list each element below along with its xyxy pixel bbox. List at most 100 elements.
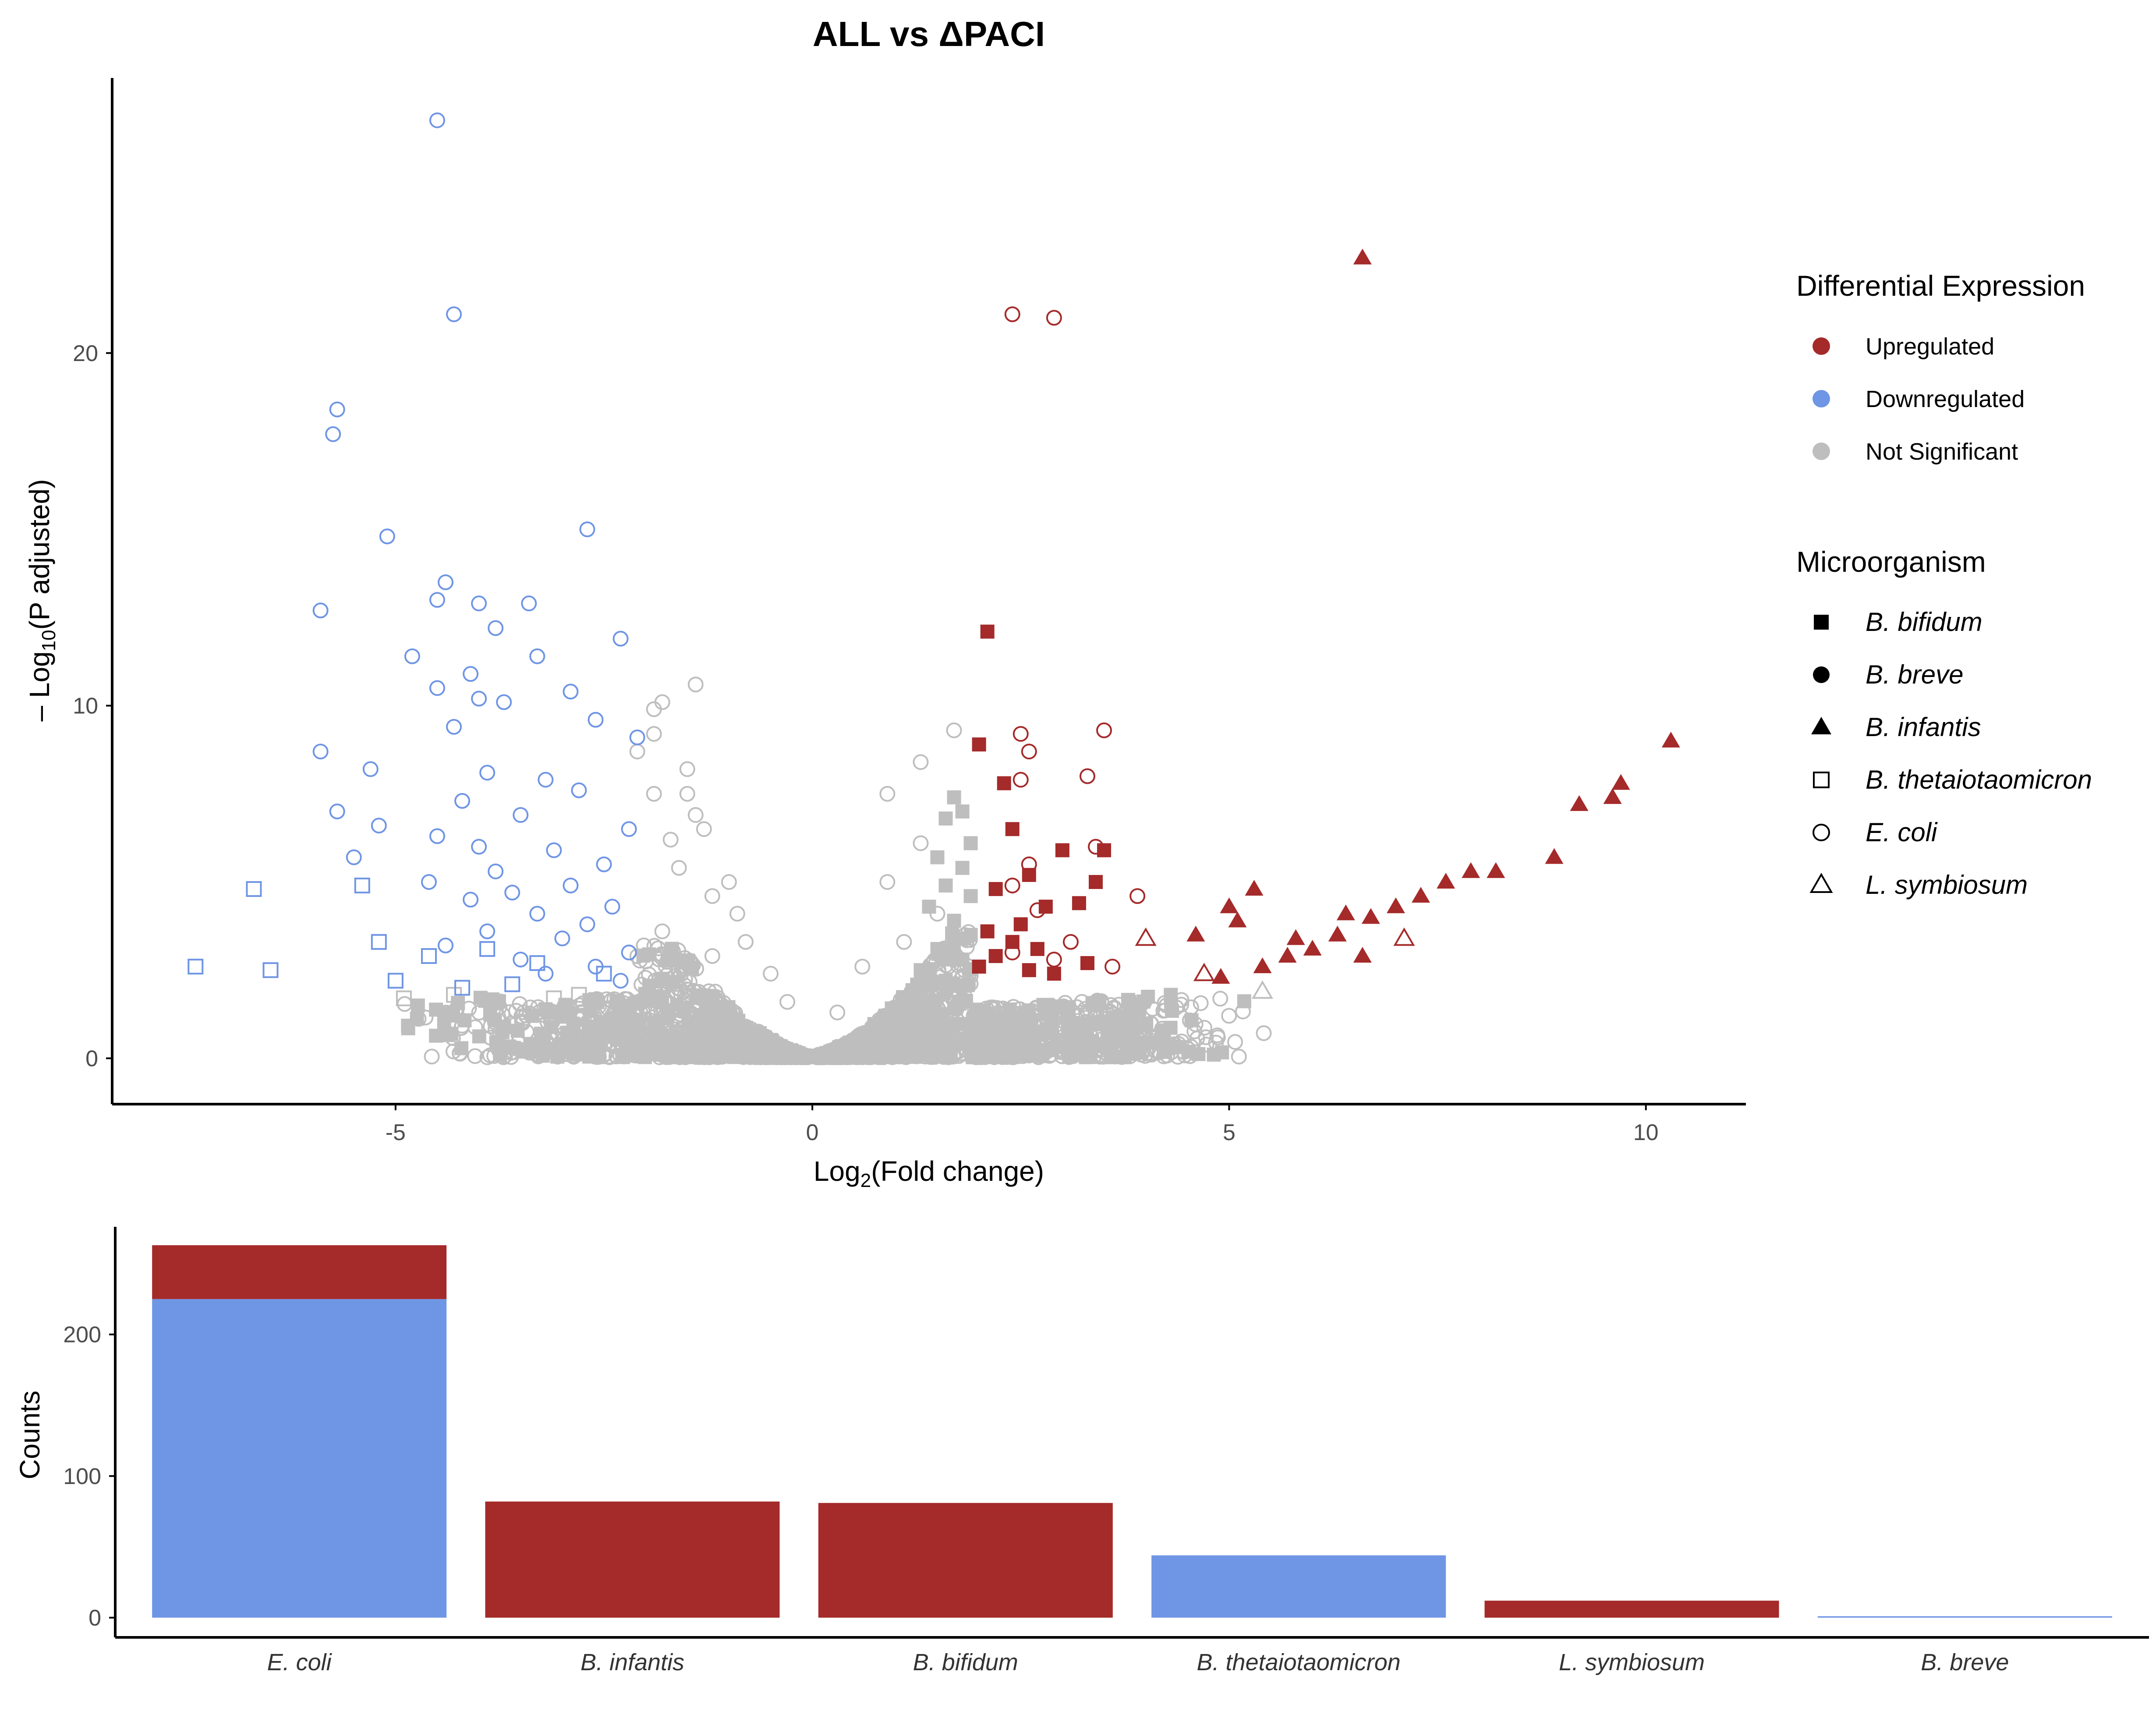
y-tick-label: 10	[73, 694, 98, 719]
scatter-point	[1256, 1025, 1272, 1041]
scatter-point	[1361, 908, 1380, 924]
scatter-point	[896, 934, 912, 950]
scatter-not-significant-series	[396, 677, 1274, 1065]
scatter-point	[438, 574, 454, 590]
scatter-point	[876, 1008, 892, 1024]
scatter-point	[429, 1002, 443, 1017]
scatter-point	[980, 924, 995, 939]
bar-y-tick-label: 0	[89, 1605, 101, 1631]
y-tick-label: 0	[85, 1046, 98, 1071]
x-tick-label: 0	[806, 1120, 819, 1145]
scatter-point	[1252, 980, 1274, 999]
scatter-point	[1057, 995, 1073, 1011]
scatter-point	[587, 1047, 603, 1063]
scatter-point	[1105, 959, 1121, 975]
scatter-point	[646, 1015, 661, 1030]
legend-triangle-open-icon	[1809, 872, 1833, 893]
scatter-point	[594, 1027, 609, 1041]
scatter-point	[1211, 968, 1230, 984]
scatter-point	[786, 1045, 803, 1061]
bar-category-label: B. thetaiotaomicron	[1197, 1649, 1401, 1675]
scatter-point	[1118, 1050, 1132, 1064]
scatter-point	[411, 998, 425, 1013]
scatter-point	[1393, 927, 1415, 946]
scatter-point	[429, 828, 445, 844]
scatter-point	[913, 754, 929, 770]
scatter-point	[1004, 944, 1020, 960]
bar-y-tick-label: 200	[63, 1322, 101, 1348]
scatter-point	[712, 1045, 728, 1061]
scatter-point	[963, 928, 978, 942]
scatter-point	[1027, 1045, 1043, 1061]
scatter-point	[1603, 788, 1622, 804]
scatter-point	[563, 878, 579, 894]
scatter-point	[1253, 957, 1272, 974]
scatter-point	[646, 726, 662, 742]
legend-org-item-b-thetaiotaomicron: B. thetaiotaomicron	[1813, 765, 2092, 794]
scatter-point	[1208, 1034, 1224, 1051]
scatter-point	[471, 691, 487, 707]
scatter-point	[538, 772, 554, 788]
scatter-point	[729, 906, 745, 922]
legend-org-label: B. infantis	[1866, 712, 1981, 742]
scatter-point	[953, 1046, 969, 1062]
scatter-point	[463, 892, 479, 908]
volcano-title: ALL vs ΔPACI	[813, 14, 1045, 53]
legend-org-label: L. symbiosum	[1866, 870, 2028, 900]
scatter-point	[877, 1015, 893, 1031]
scatter-point	[1097, 843, 1112, 857]
scatter-point	[1046, 952, 1062, 968]
scatter-point	[1072, 896, 1086, 910]
scatter-point	[892, 1048, 908, 1065]
scatter-point	[968, 1005, 984, 1021]
scatter-point	[1141, 989, 1155, 1004]
legend-org-item-b-infantis: B. infantis	[1811, 712, 1981, 742]
scatter-point	[546, 990, 562, 1006]
scatter-point	[621, 821, 637, 837]
scatter-point	[913, 835, 929, 851]
scatter-point	[421, 948, 437, 964]
legend-org-label: B. thetaiotaomicron	[1866, 765, 2092, 794]
scatter-point	[1231, 1048, 1247, 1065]
scatter-point	[922, 900, 936, 914]
scatter-point	[646, 786, 662, 802]
scatter-point	[525, 1009, 540, 1023]
scatter-point	[1046, 310, 1062, 326]
scatter-point	[188, 959, 204, 975]
scatter-point	[1083, 1028, 1099, 1045]
scatter-point	[371, 818, 387, 834]
scatter-point	[1021, 1011, 1037, 1027]
legend-circle-icon	[1813, 390, 1830, 407]
scatter-point	[1020, 1003, 1036, 1020]
bar-category-label: B. bifidum	[913, 1649, 1018, 1675]
volcano-y-axis-label: – Log10(P adjusted)	[24, 479, 60, 721]
scatter-point	[955, 861, 970, 875]
scatter-point	[521, 595, 537, 612]
scatter-point	[779, 994, 796, 1010]
scatter-point	[1133, 1047, 1149, 1063]
scatter-point	[812, 1048, 828, 1065]
scatter-point	[1164, 988, 1178, 1002]
scatter-point	[1057, 1021, 1073, 1037]
legend-de-label: Downregulated	[1866, 386, 2025, 412]
x-tick-label: 5	[1223, 1120, 1236, 1145]
scatter-point	[1013, 726, 1029, 742]
scatter-point	[1013, 772, 1029, 788]
bar-segment	[1817, 1616, 2112, 1618]
scatter-point	[621, 944, 637, 960]
scatter-point	[667, 1042, 683, 1058]
scatter-point	[737, 934, 754, 950]
scatter-point	[1021, 856, 1037, 872]
legend-de-item-not-significant: Not Significant	[1813, 439, 2018, 465]
scatter-significant-series	[188, 112, 1680, 996]
scatter-point	[1096, 722, 1112, 738]
scatter-point	[931, 1031, 947, 1047]
scatter-point	[938, 811, 953, 826]
scatter-point	[947, 914, 961, 928]
legend-circle-open-icon	[1813, 824, 1830, 841]
scatter-point	[929, 906, 945, 922]
legend-org-item-b-bifidum: B. bifidum	[1814, 607, 1983, 637]
scatter-point	[963, 889, 978, 903]
scatter-point	[910, 1008, 927, 1024]
scatter-point	[1062, 934, 1079, 950]
